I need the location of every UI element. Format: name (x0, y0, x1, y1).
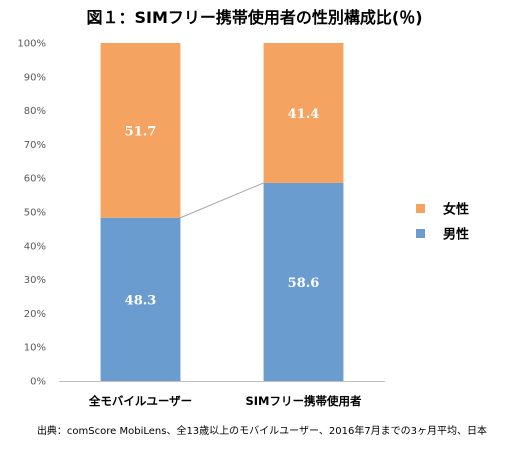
y-tick-label: 80% (24, 106, 46, 117)
axis: 0% 10% 20% 30% 40% 50% 60% 70% 80% 90% 100% 全モバイルユー… (17, 39, 385, 408)
y-tick-label: 0% (30, 377, 46, 388)
y-tick-label: 50% (24, 208, 46, 219)
data-label: 48.3 (125, 293, 157, 308)
bar-segment (100, 217, 181, 381)
bar-segment (263, 43, 344, 183)
data-label: 41.4 (288, 107, 320, 122)
source-note: 出典：comScore MobiLens、全13歳以上のモバイルユーザー、201… (37, 424, 487, 437)
legend-swatch (416, 204, 425, 213)
data-label: 51.7 (125, 124, 157, 139)
legend-label: 男性 (443, 227, 469, 243)
legend-label: 女性 (443, 202, 469, 218)
data-label: 58.6 (288, 276, 320, 291)
x-category-label: SIMフリー携帯使用者 (245, 394, 362, 408)
legend-swatch (416, 229, 425, 238)
y-tick-label: 60% (24, 174, 46, 185)
bar-segment (100, 43, 181, 218)
y-tick-label: 40% (24, 241, 46, 252)
bar-segment (263, 182, 344, 381)
x-category-label: 全モバイルユーザー (88, 394, 192, 408)
y-tick-label: 30% (24, 275, 46, 286)
y-tick-label: 90% (24, 72, 46, 83)
y-tick-label: 20% (24, 309, 46, 320)
y-tick-label: 70% (24, 140, 46, 151)
y-tick-label: 10% (24, 343, 46, 354)
chart-title: 図１：SIMフリー携帯使用者の性別構成比(％) (86, 8, 422, 27)
bars: 48.3 51.7 58.6 41.4 (100, 43, 344, 381)
y-tick-label: 100% (17, 39, 46, 50)
series-line (180, 182, 264, 219)
